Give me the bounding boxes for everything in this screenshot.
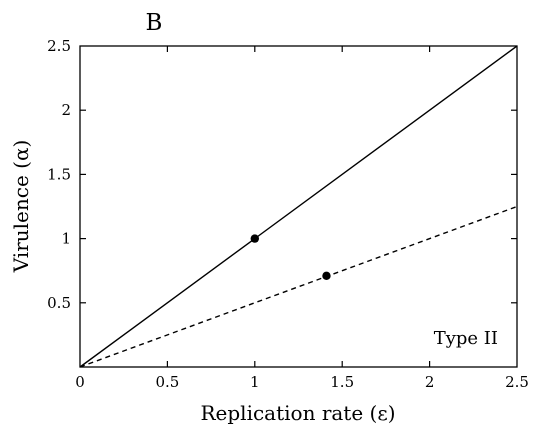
x-axis-title: Replication rate (ε)	[200, 401, 395, 425]
x-tick-label: 0.5	[155, 373, 179, 391]
y-axis-title: Virulence (α)	[9, 140, 33, 274]
panel-label: B	[146, 10, 163, 36]
x-tick-label: 2	[425, 373, 435, 391]
y-tick-label: 2	[61, 101, 71, 119]
y-tick-label: 2.5	[47, 37, 71, 55]
series-layer	[79, 45, 518, 368]
series-line-2-dashed	[79, 205, 518, 368]
y-axis-ticks: 0.5 1 1.5 2 2.5	[47, 37, 517, 312]
y-tick-label: 0.5	[47, 294, 71, 312]
x-tick-label: 1.5	[330, 373, 354, 391]
type-annotation: Type II	[434, 328, 498, 349]
data-point-series-1-1	[250, 234, 259, 243]
y-tick-label: 1.5	[47, 165, 71, 183]
x-tick-label: 2.5	[505, 373, 529, 391]
series-line-1-solid	[79, 45, 518, 368]
data-point-series-2-1	[322, 271, 331, 281]
plot-area	[79, 45, 518, 368]
x-tick-label: 1	[250, 373, 260, 391]
x-tick-label: 0	[75, 373, 85, 391]
x-axis-ticks: 0 0.5 1 1.5 2 2.5	[75, 46, 529, 391]
marker-layer	[250, 234, 331, 281]
y-tick-label: 1	[61, 230, 71, 248]
plot-frame	[79, 45, 518, 368]
